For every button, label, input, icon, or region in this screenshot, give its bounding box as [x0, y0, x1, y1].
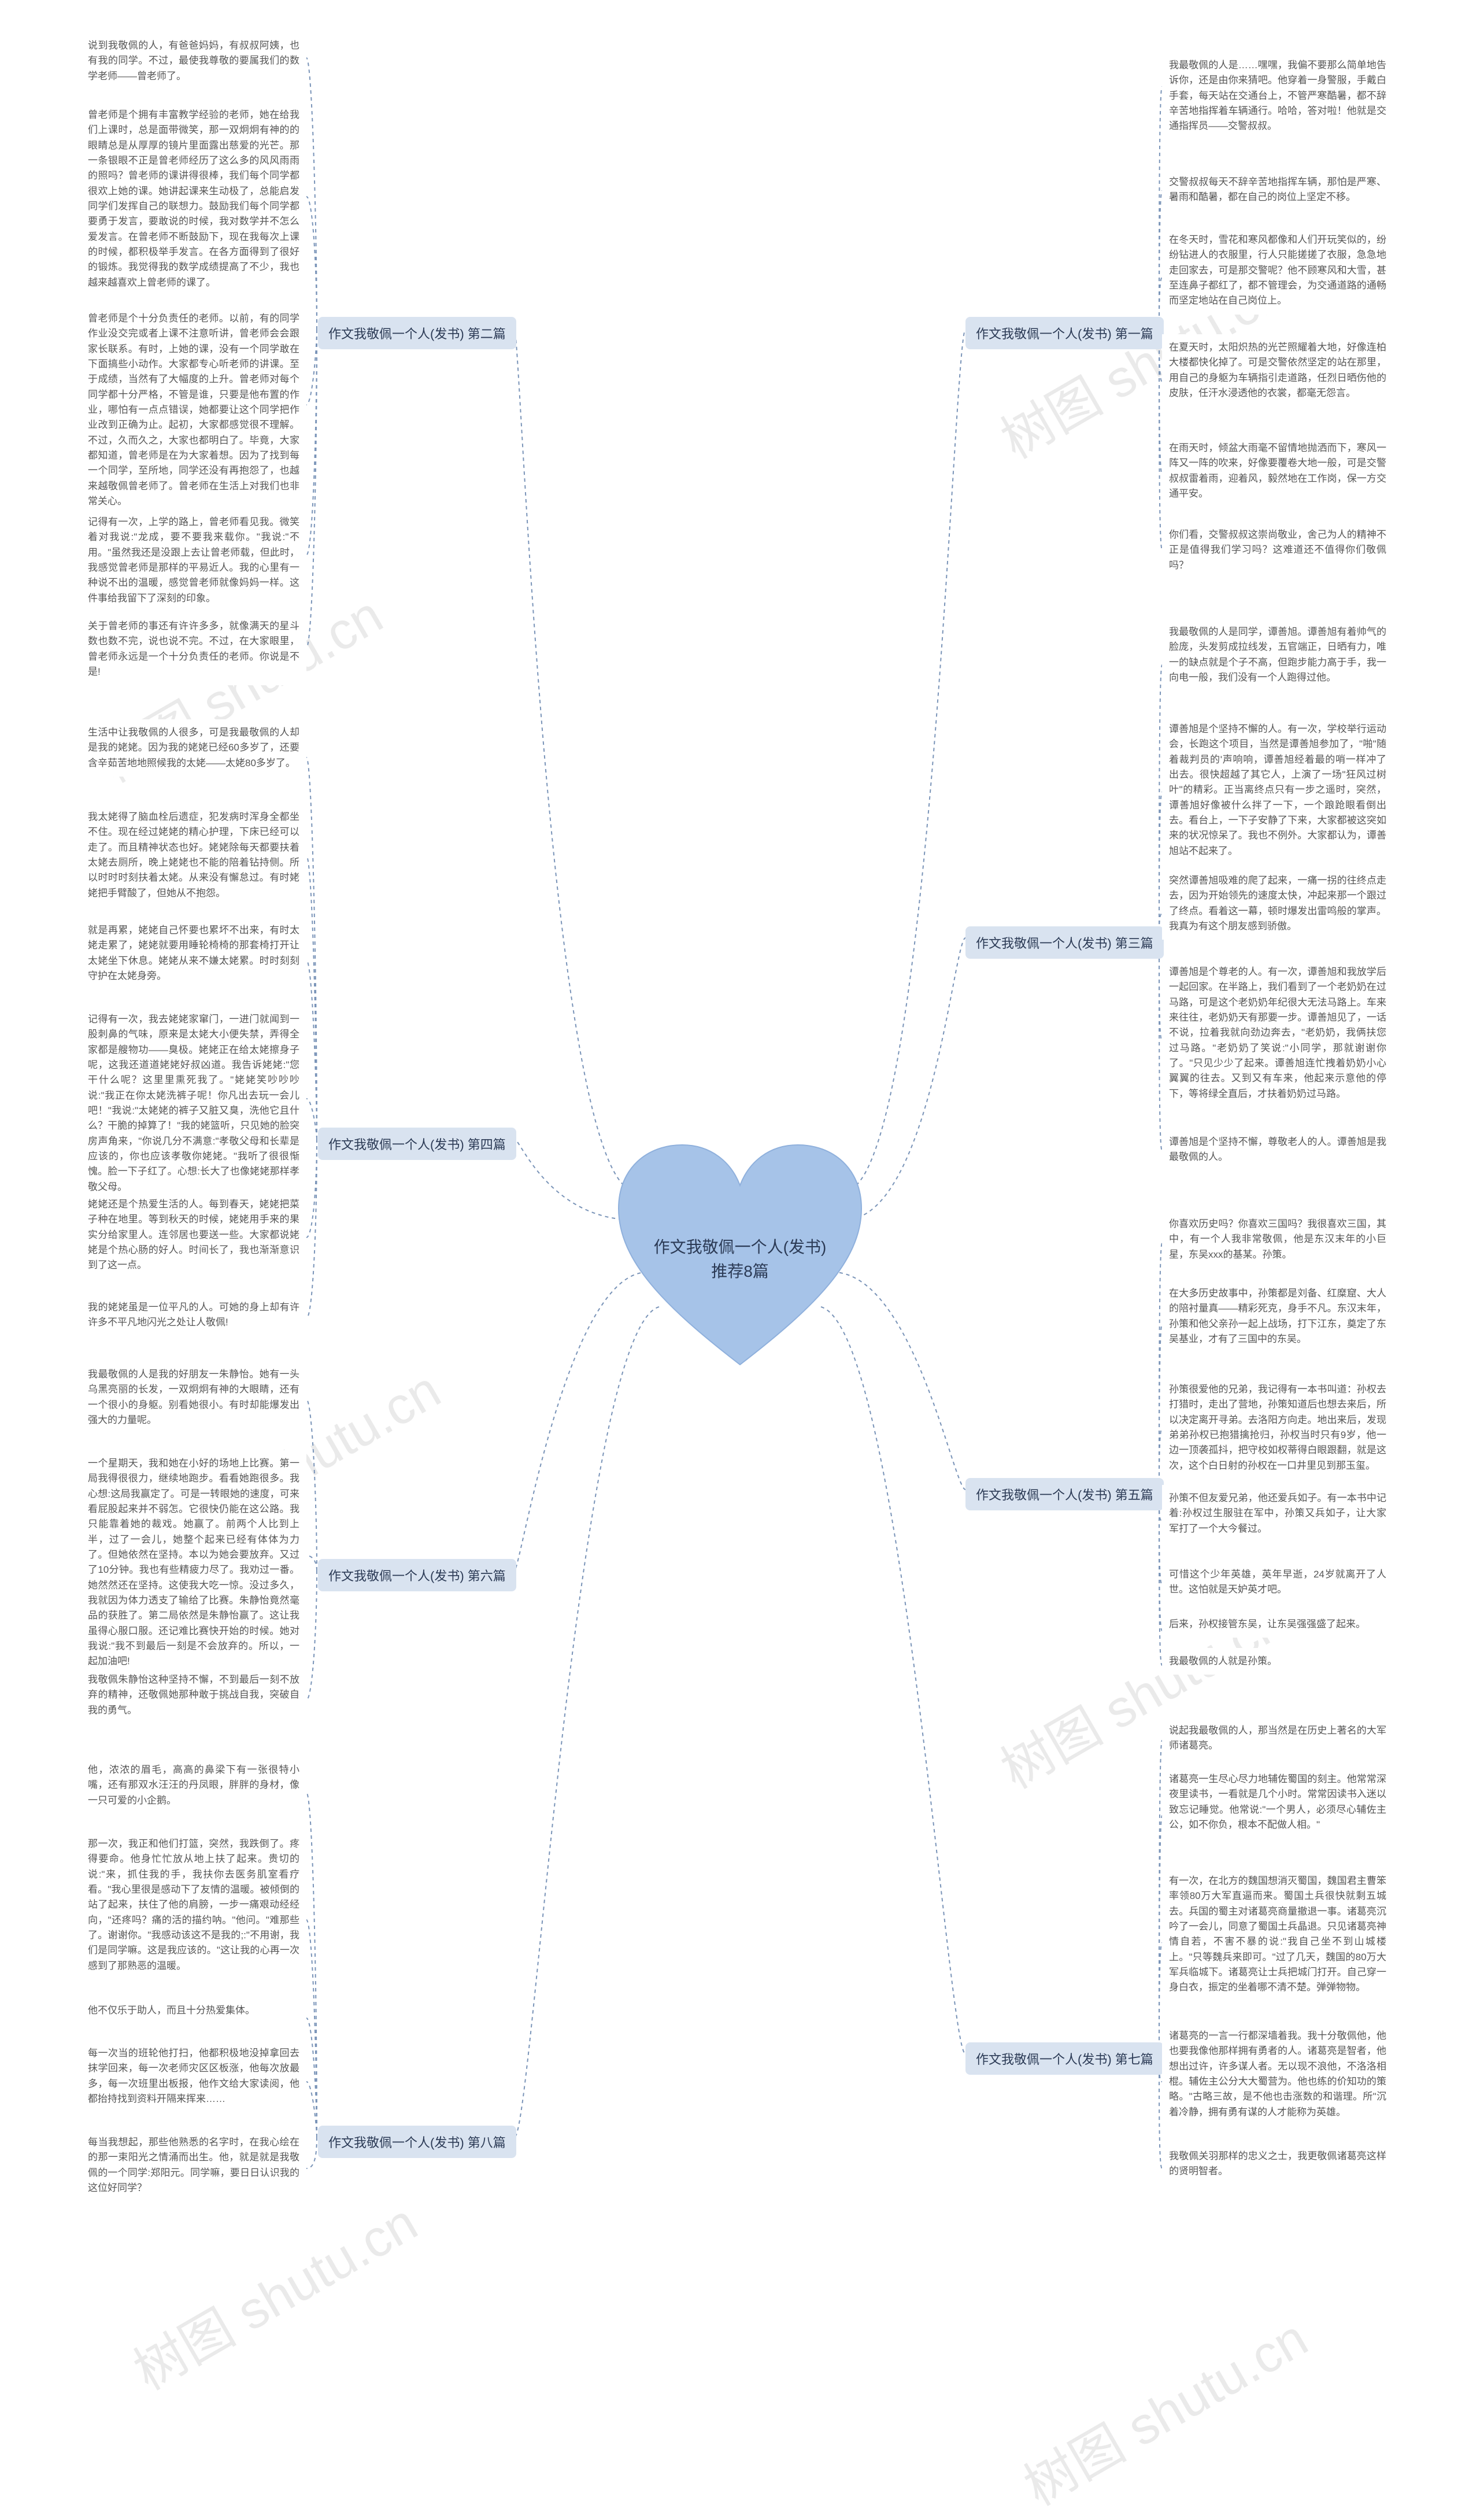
watermark: 树图 shutu.cn — [118, 2181, 428, 2404]
content-box: 在雨天时，倾盆大雨毫不留情地抛洒而下，寒风一阵又一阵的吹来，好像要覆卷大地一般，… — [1162, 435, 1393, 507]
center-node[interactable]: 作文我敬佩一个人(发书) 推荐8篇 — [607, 1133, 873, 1376]
content-box: 那一次，我正和他们打篮，突然，我跌倒了。疼得要命。他身忙忙放从地上扶了起来。贵切… — [81, 1831, 306, 1979]
content-box: 我最敬佩的人就是孙策。 — [1162, 1648, 1393, 1675]
branch-label[interactable]: 作文我敬佩一个人(发书) 第七篇 — [965, 2042, 1164, 2075]
content-box: 我敬佩关羽那样的忠义之士，我更敬佩诸葛亮这样的贤明智者。 — [1162, 2143, 1393, 2185]
content-box: 谭善旭是个坚持不懈的人。有一次，学校举行运动会，长跑这个项目，当然是谭善旭参加了… — [1162, 716, 1393, 864]
branch-label[interactable]: 作文我敬佩一个人(发书) 第四篇 — [318, 1128, 516, 1160]
content-box: 突然谭善旭吸难的爬了起来，一痛一拐的往终点走去，因为开始领先的速度太快，冲起来那… — [1162, 867, 1393, 940]
content-box: 可惜这个少年英雄，英年早逝，24岁就离开了人世。这怕就是天妒英才吧。 — [1162, 1561, 1393, 1603]
content-box: 孙策不但友爱兄弟，他还爱兵如子。有一本书中记着:孙权过生服驻在军中，孙策又兵如子… — [1162, 1485, 1393, 1542]
content-box: 诸葛亮一生尽心尽力地辅佐蜀国的刻主。他常常深夜里读书，一看就是几个小时。常常因读… — [1162, 1766, 1393, 1838]
content-box: 我最敬佩的人是我的好朋友一朱静怡。她有一头乌黑亮丽的长发，一双炯炯有神的大眼睛，… — [81, 1361, 306, 1433]
content-box: 记得有一次，上学的路上，曾老师看见我。微笑着对我说:"龙成，要不要我来载你。"我… — [81, 509, 306, 612]
content-box: 我太姥得了脑血栓后遗症，犯发病时浑身全都坐不住。现在经过姥姥的精心护理，下床已经… — [81, 804, 306, 907]
content-box: 我敬佩朱静怡这种坚持不懈，不到最后一刻不放弃的精神，还敬佩她那种敢于挑战自我，突… — [81, 1667, 306, 1724]
content-box: 曾老师是个拥有丰富教学经验的老师，她在给我们上课时，总是面带微笑，那一双炯炯有神… — [81, 102, 306, 296]
content-box: 他，浓浓的眉毛，高高的鼻梁下有一张很特小嘴，还有那双水汪汪的丹凤眼，胖胖的身材，… — [81, 1757, 306, 1814]
content-box: 说起我最敬佩的人，那当然是在历史上著名的大军师诸葛亮。 — [1162, 1717, 1393, 1760]
content-box: 在大多历史故事中，孙策都是刘备、红糜窟、大人的陪衬量真——精彩死克，身手不凡。东… — [1162, 1280, 1393, 1353]
content-box: 每一次当的班轮他打扫，他都积极地没掉拿回去抹学回来，每一次老师灾区区板涨，他每次… — [81, 2040, 306, 2112]
branch-label[interactable]: 作文我敬佩一个人(发书) 第八篇 — [318, 2126, 516, 2158]
content-box: 你们看，交警叔叔这崇尚敬业，舍己为人的精神不正是值得我们学习吗？这难道还不值得你… — [1162, 522, 1393, 579]
branch-label[interactable]: 作文我敬佩一个人(发书) 第三篇 — [965, 926, 1164, 959]
content-box: 曾老师是个十分负责任的老师。以前，有的同学作业没交完或者上课不注意听讲，曾老师会… — [81, 305, 306, 515]
content-box: 谭善旭是个尊老的人。有一次，谭善旭和我放学后一起回家。在半路上，我们看到了一个老… — [1162, 959, 1393, 1107]
branch-label[interactable]: 作文我敬佩一个人(发书) 第五篇 — [965, 1478, 1164, 1510]
center-title-line2: 推荐8篇 — [607, 1259, 873, 1284]
center-title: 作文我敬佩一个人(发书) 推荐8篇 — [607, 1235, 873, 1284]
content-box: 说到我敬佩的人，有爸爸妈妈，有叔叔阿姨，也有我的同学。不过，最使我尊敬的要属我们… — [81, 32, 306, 90]
content-box: 姥姥还是个热爱生活的人。每到春天，姥姥把菜子种在地里。等到秋天的时候，姥姥用手来… — [81, 1191, 306, 1279]
branch-label[interactable]: 作文我敬佩一个人(发书) 第二篇 — [318, 317, 516, 349]
branch-label[interactable]: 作文我敬佩一个人(发书) 第六篇 — [318, 1559, 516, 1591]
content-box: 一个星期天，我和她在小好的场地上比赛。第一局我得很很力，继续地跑步。看看她跑很多… — [81, 1450, 306, 1675]
watermark: 树图 shutu.cn — [1008, 2297, 1319, 2519]
content-box: 每当我想起，那些他熟悉的名字时，在我心绘在的那一束阳光之情涌而出生。他，就是就是… — [81, 2129, 306, 2201]
content-box: 有一次，在北方的魏国想消灭蜀国，魏国君主曹笨率领80万大军直逼而来。蜀国土兵很快… — [1162, 1868, 1393, 2001]
content-box: 孙策很爱他的兄弟，我记得有一本书叫道：孙权去打猎时，走出了营地，孙策知道后也想去… — [1162, 1376, 1393, 1479]
content-box: 就是再累，姥姥自己怀要也累坏不出来，有时太姥走累了，姥姥就要用睡轮椅椅的那套椅打… — [81, 917, 306, 989]
center-title-line1: 作文我敬佩一个人(发书) — [607, 1235, 873, 1259]
content-box: 记得有一次，我去姥姥家窜门，一进门就闻到一股刺鼻的气味，原来是太姥大小便失禁，弄… — [81, 1006, 306, 1200]
content-box: 后来，孙权接管东吴，让东吴强强盛了起来。 — [1162, 1611, 1393, 1638]
content-box: 在夏天时，太阳炽热的光芒照耀着大地，好像连柏大楼都快化掉了。可是交警依然坚定的站… — [1162, 334, 1393, 407]
content-box: 我最敬佩的人是……嘿嘿，我偏不要那么简单地告诉你，还是由你来猜吧。他穿着一身警服… — [1162, 52, 1393, 140]
content-box: 生活中让我敬佩的人很多，可是我最敬佩的人却是我的姥姥。因为我的姥姥已经60多岁了… — [81, 719, 306, 777]
content-box: 关于曾老师的事还有许许多多，就像满天的星斗数也数不完，说也说不完。不过，在大家眼… — [81, 613, 306, 685]
content-box: 你喜欢历史吗？你喜欢三国吗？我很喜欢三国，其中，有一个人我非常敬佩，他是东汉末年… — [1162, 1211, 1393, 1268]
content-box: 谭善旭是个坚持不懈，尊敬老人的人。谭善旭是我最敬佩的人。 — [1162, 1129, 1393, 1171]
content-box: 我的姥姥虽是一位平凡的人。可她的身上却有许许多不平凡地闪光之处让人敬佩! — [81, 1294, 306, 1336]
content-box: 我最敬佩的人是同学，谭善旭。谭善旭有着帅气的脸庞，头发剪成拉线发，五官端正，日晒… — [1162, 619, 1393, 691]
content-box: 他不仅乐于助人，而且十分热爱集体。 — [81, 1997, 306, 2024]
content-box: 诸葛亮的一言一行都深墙着我。我十分敬佩他，他也要我像他那样拥有勇者的人。诸葛亮是… — [1162, 2023, 1393, 2126]
branch-label[interactable]: 作文我敬佩一个人(发书) 第一篇 — [965, 317, 1164, 349]
content-box: 交警叔叔每天不辞辛苦地指挥车辆，那怕是严寒、暑雨和酷暑，都在自己的岗位上坚定不移… — [1162, 169, 1393, 211]
content-box: 在冬天时，雪花和寒风都像和人们开玩笑似的，纷纷钻进人的衣服里，行人只能搓搓了衣服… — [1162, 227, 1393, 315]
